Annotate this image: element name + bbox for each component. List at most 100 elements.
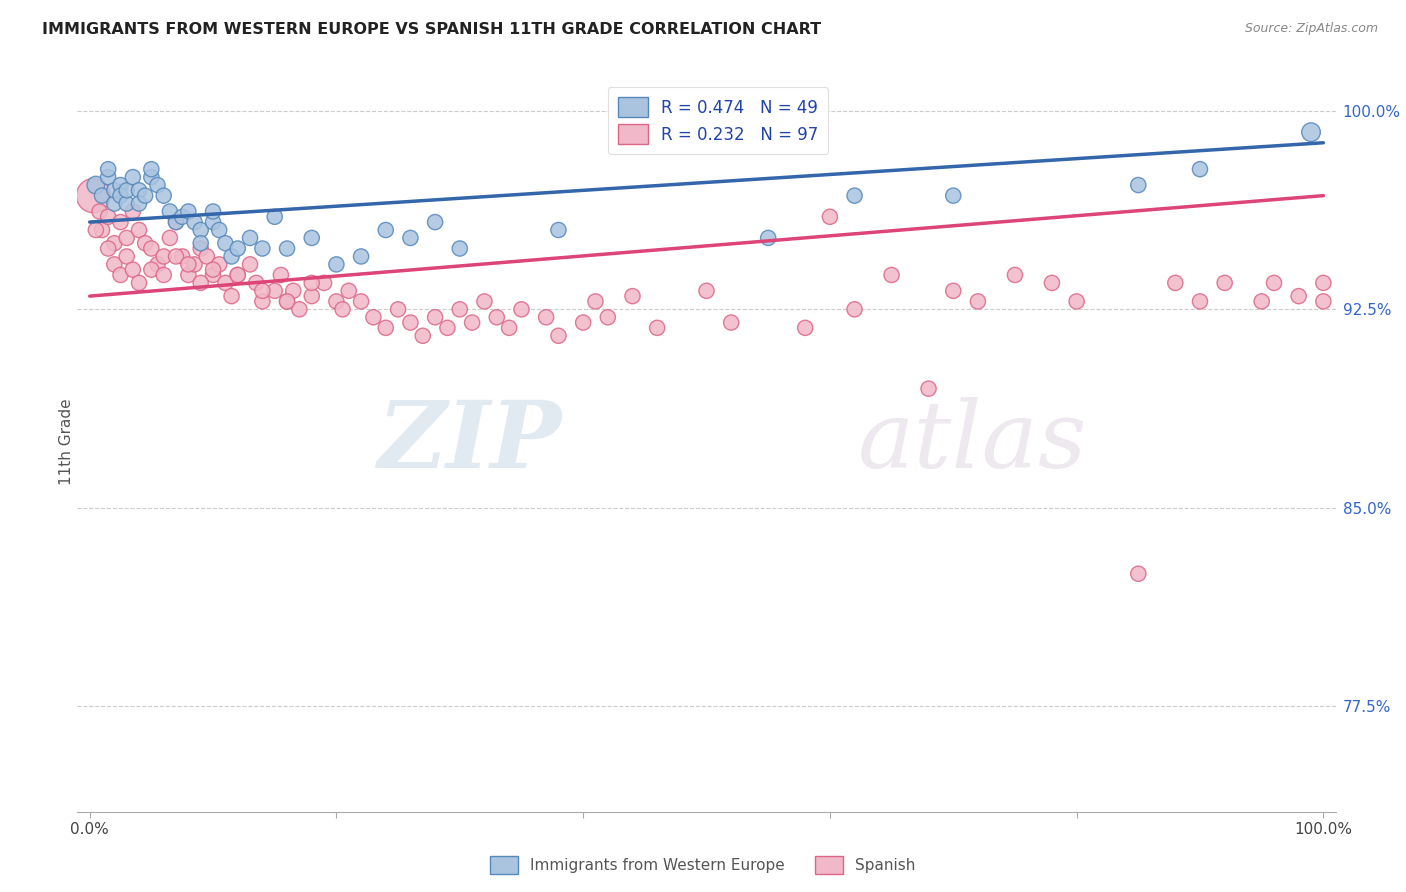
- Point: [146, 178, 169, 192]
- Point: [1188, 162, 1211, 177]
- Point: [449, 242, 471, 256]
- Point: [283, 284, 305, 298]
- Point: [1188, 294, 1211, 309]
- Point: [1288, 289, 1310, 303]
- Point: [97, 162, 120, 177]
- Point: [1066, 294, 1088, 309]
- Point: [325, 257, 347, 271]
- Point: [141, 162, 163, 177]
- Point: [159, 231, 181, 245]
- Point: [82, 188, 104, 202]
- Point: [152, 250, 174, 264]
- Point: [172, 210, 194, 224]
- Point: [1128, 566, 1150, 581]
- Point: [332, 302, 354, 317]
- Point: [312, 276, 335, 290]
- Point: [221, 250, 243, 264]
- Point: [301, 231, 323, 245]
- Point: [239, 231, 262, 245]
- Point: [449, 302, 471, 317]
- Point: [363, 310, 385, 325]
- Point: [128, 196, 150, 211]
- Point: [103, 183, 125, 197]
- Point: [121, 204, 143, 219]
- Point: [498, 321, 520, 335]
- Point: [572, 316, 595, 330]
- Point: [585, 294, 607, 309]
- Point: [387, 302, 409, 317]
- Point: [121, 170, 143, 185]
- Point: [110, 178, 132, 192]
- Point: [214, 236, 236, 251]
- Point: [97, 170, 120, 185]
- Point: [89, 204, 111, 219]
- Point: [276, 242, 298, 256]
- Point: [350, 294, 373, 309]
- Point: [1250, 294, 1272, 309]
- Point: [374, 223, 396, 237]
- Text: IMMIGRANTS FROM WESTERN EUROPE VS SPANISH 11TH GRADE CORRELATION CHART: IMMIGRANTS FROM WESTERN EUROPE VS SPANIS…: [42, 22, 821, 37]
- Point: [97, 242, 120, 256]
- Point: [245, 276, 267, 290]
- Point: [91, 223, 114, 237]
- Point: [165, 215, 187, 229]
- Point: [183, 257, 205, 271]
- Point: [1128, 178, 1150, 192]
- Point: [103, 196, 125, 211]
- Point: [270, 268, 292, 282]
- Point: [208, 257, 231, 271]
- Point: [485, 310, 508, 325]
- Point: [596, 310, 619, 325]
- Point: [436, 321, 458, 335]
- Point: [165, 250, 187, 264]
- Point: [190, 242, 212, 256]
- Point: [115, 250, 138, 264]
- Point: [172, 250, 194, 264]
- Point: [177, 204, 200, 219]
- Point: [756, 231, 779, 245]
- Point: [844, 188, 866, 202]
- Point: [190, 276, 212, 290]
- Point: [263, 284, 285, 298]
- Point: [1004, 268, 1026, 282]
- Point: [128, 223, 150, 237]
- Point: [221, 289, 243, 303]
- Point: [621, 289, 644, 303]
- Legend: Immigrants from Western Europe, Spanish: Immigrants from Western Europe, Spanish: [484, 850, 922, 880]
- Point: [818, 210, 841, 224]
- Legend: R = 0.474   N = 49, R = 0.232   N = 97: R = 0.474 N = 49, R = 0.232 N = 97: [607, 87, 828, 154]
- Point: [91, 188, 114, 202]
- Point: [917, 382, 939, 396]
- Point: [115, 196, 138, 211]
- Point: [252, 284, 274, 298]
- Point: [110, 215, 132, 229]
- Point: [720, 316, 742, 330]
- Point: [263, 210, 285, 224]
- Point: [115, 183, 138, 197]
- Point: [121, 262, 143, 277]
- Point: [128, 183, 150, 197]
- Point: [534, 310, 557, 325]
- Point: [239, 257, 262, 271]
- Point: [645, 321, 668, 335]
- Point: [183, 215, 205, 229]
- Point: [301, 276, 323, 290]
- Point: [276, 294, 298, 309]
- Point: [152, 268, 174, 282]
- Point: [177, 257, 200, 271]
- Point: [301, 289, 323, 303]
- Point: [1263, 276, 1285, 290]
- Point: [461, 316, 484, 330]
- Point: [152, 188, 174, 202]
- Point: [202, 215, 225, 229]
- Point: [1312, 276, 1334, 290]
- Point: [134, 236, 156, 251]
- Point: [1312, 294, 1334, 309]
- Point: [880, 268, 903, 282]
- Point: [374, 321, 396, 335]
- Point: [1040, 276, 1063, 290]
- Point: [1164, 276, 1187, 290]
- Point: [110, 188, 132, 202]
- Point: [474, 294, 496, 309]
- Point: [423, 215, 446, 229]
